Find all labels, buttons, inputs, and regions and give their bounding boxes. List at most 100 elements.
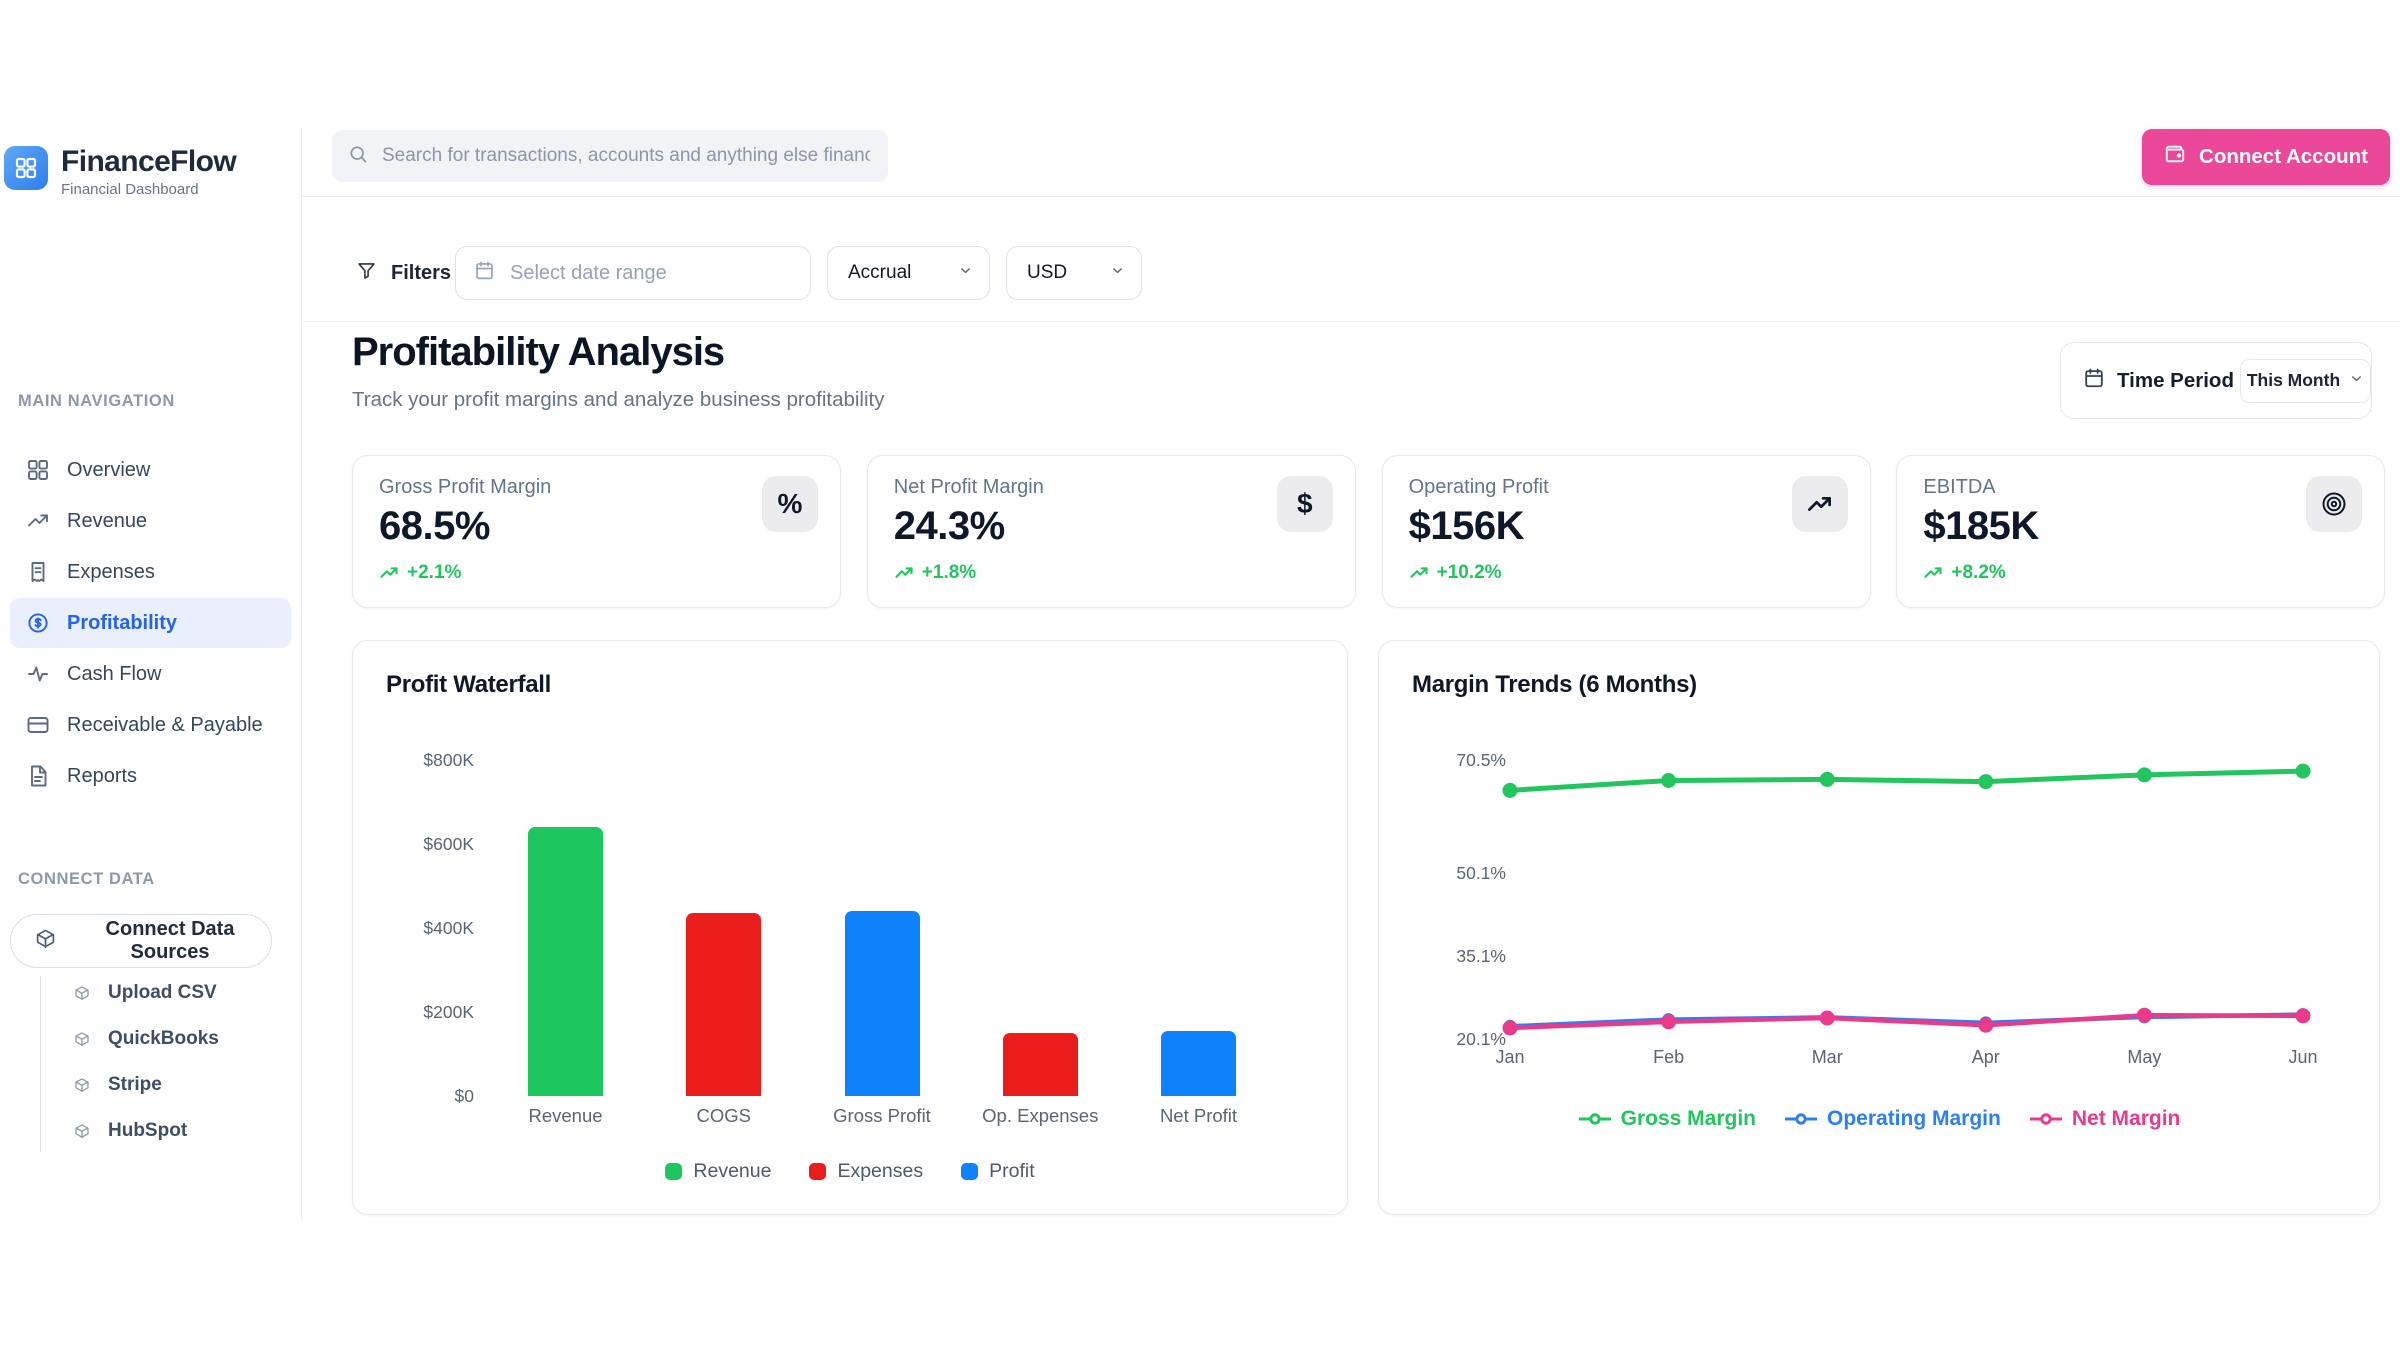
funnel-icon (356, 260, 377, 287)
sidebar-item-label: Expenses (67, 560, 155, 583)
y-tick-label: 50.1% (1456, 862, 1506, 883)
kpi-delta-value: +2.1% (407, 562, 462, 583)
legend-label: Expenses (837, 1160, 924, 1182)
dollar-icon: $ (1297, 488, 1313, 519)
point-net-margin-feb (1661, 1014, 1677, 1030)
legend-swatch (961, 1163, 979, 1180)
profit-waterfall-legend: Revenue Expenses Profit (353, 1160, 1347, 1183)
chevron-down-icon (1110, 263, 1125, 283)
page-subtitle: Track your profit margins and analyze bu… (352, 388, 885, 411)
connect-item-quickbooks[interactable]: QuickBooks (0, 1016, 301, 1062)
point-gross-margin-jan (1502, 782, 1518, 798)
connect-sources-list: Upload CSV QuickBooks Stripe HubSpot (0, 970, 301, 1154)
connect-item-label: QuickBooks (108, 1028, 219, 1049)
kpi-card-operating-profit: Operating Profit $156K +10.2% (1381, 455, 1871, 608)
cube-icon (74, 1123, 90, 1139)
connect-item-stripe[interactable]: Stripe (0, 1062, 301, 1108)
trend-up-icon (1409, 563, 1429, 583)
global-search[interactable] (332, 130, 888, 182)
connect-data-sources-label: Connect Data Sources (105, 918, 235, 963)
legend-item-net-margin: Net Margin (2029, 1107, 2180, 1131)
connect-data-sources-button[interactable]: Connect Data Sources (10, 914, 272, 968)
trend-icon (26, 509, 50, 533)
y-tick-label: $0 (454, 1086, 474, 1106)
accounting-basis-select[interactable]: Accrual (827, 246, 990, 300)
legend-swatch (665, 1163, 683, 1180)
legend-label: Profit (989, 1160, 1035, 1182)
point-net-margin-may (2136, 1007, 2152, 1023)
sidebar-item-label: Overview (67, 458, 151, 481)
document-icon (26, 764, 50, 788)
x-tick-label: Feb (1653, 1047, 1685, 1067)
sidebar-item-profitability[interactable]: Profitability (10, 598, 291, 648)
y-tick-label: $600K (423, 834, 474, 854)
legend-label: Revenue (693, 1160, 772, 1182)
activity-icon (26, 662, 50, 686)
connect-item-label: Upload CSV (108, 982, 217, 1003)
line-net-margin (1507, 1012, 2306, 1031)
kpi-delta-value: +10.2% (1436, 562, 1502, 583)
connect-account-button[interactable]: Connect Account (2142, 129, 2390, 185)
profit-waterfall-plot: $0 $200K $400K $600K $800K Revenue COGS Gross P… (353, 641, 1347, 1214)
search-icon (348, 144, 368, 169)
connect-account-label: Connect Account (2199, 145, 2368, 168)
x-tick-label: Apr (1971, 1047, 2000, 1067)
margin-trends-card: Margin Trends (6 Months) 70.5% 50.1% 35.1%… (1378, 640, 2380, 1215)
time-period-select[interactable]: This Month (2239, 358, 2371, 403)
y-tick-label: $200K (423, 1002, 474, 1022)
kpi-icon-tile (1791, 476, 1848, 532)
point-net-margin-jan (1502, 1020, 1518, 1036)
dollar-circle-icon (26, 611, 50, 635)
legend-item-gross-margin: Gross Margin (1578, 1107, 1756, 1131)
percent-icon: % (777, 488, 803, 519)
legend-label: Operating Margin (1827, 1107, 2001, 1130)
currency-select[interactable]: USD (1006, 246, 1142, 300)
legend-marker (2029, 1112, 2063, 1126)
kpi-delta: +2.1% (379, 562, 461, 584)
profit-waterfall-title: Profit Waterfall (386, 671, 551, 698)
waterfall-bar-op-expenses (1002, 1033, 1078, 1096)
sidebar-item-label: Reports (67, 764, 138, 787)
kpi-label: EBITDA (1923, 476, 1996, 498)
sidebar-item-receivable-payable[interactable]: Receivable & Payable (10, 700, 291, 750)
kpi-label: Operating Profit (1408, 476, 1549, 498)
kpi-delta: +8.2% (1923, 562, 2006, 584)
connect-item-upload-csv[interactable]: Upload CSV (0, 970, 301, 1016)
kpi-delta: +10.2% (1409, 562, 1502, 584)
x-tick-label: Op. Expenses (982, 1105, 1099, 1126)
connect-item-hubspot[interactable]: HubSpot (0, 1108, 301, 1154)
x-tick-label: COGS (696, 1105, 751, 1126)
waterfall-bar-gross-profit (844, 911, 920, 1096)
header-divider (302, 196, 2400, 197)
margin-trends-title: Margin Trends (6 Months) (1412, 671, 1697, 698)
search-input[interactable] (380, 144, 872, 168)
date-range-input[interactable] (508, 260, 778, 286)
time-period-label: Time Period (2117, 368, 2234, 392)
filters-toggle[interactable]: Filters (356, 246, 451, 300)
connect-item-label: Stripe (108, 1074, 162, 1095)
sidebar-item-expenses[interactable]: Expenses (10, 547, 291, 597)
brand-text: FinanceFlow Financial Dashboard (61, 146, 237, 199)
kpi-icon-tile (2306, 476, 2363, 532)
sidebar: FinanceFlow Financial Dashboard MAIN NAV… (0, 128, 302, 1220)
connect-data-heading: CONNECT DATA (18, 870, 155, 888)
main-nav: Overview Revenue Expenses Profitability Cash… (0, 445, 301, 802)
x-tick-label: May (2127, 1047, 2162, 1067)
sidebar-item-overview[interactable]: Overview (10, 445, 291, 495)
legend-marker (1784, 1112, 1818, 1126)
filters-divider (302, 321, 2400, 322)
connect-item-label: HubSpot (108, 1120, 188, 1141)
kpi-delta-value: +1.8% (921, 562, 977, 583)
point-gross-margin-jun (2295, 763, 2311, 779)
date-range-field[interactable] (455, 246, 811, 300)
sidebar-item-reports[interactable]: Reports (10, 751, 291, 801)
submenu-indent-line (40, 976, 41, 1152)
time-period-value: This Month (2246, 370, 2341, 390)
sidebar-item-revenue[interactable]: Revenue (10, 496, 291, 546)
page-title: Profitability Analysis (352, 330, 725, 374)
x-tick-label: Jun (2288, 1047, 2318, 1067)
sidebar-item-cash-flow[interactable]: Cash Flow (10, 649, 291, 699)
waterfall-bar-net-profit (1161, 1030, 1236, 1096)
kpi-card-net-profit-margin: Net Profit Margin 24.3% +1.8% $ (866, 455, 1356, 608)
legend-item-operating-margin: Operating Margin (1784, 1107, 2001, 1131)
